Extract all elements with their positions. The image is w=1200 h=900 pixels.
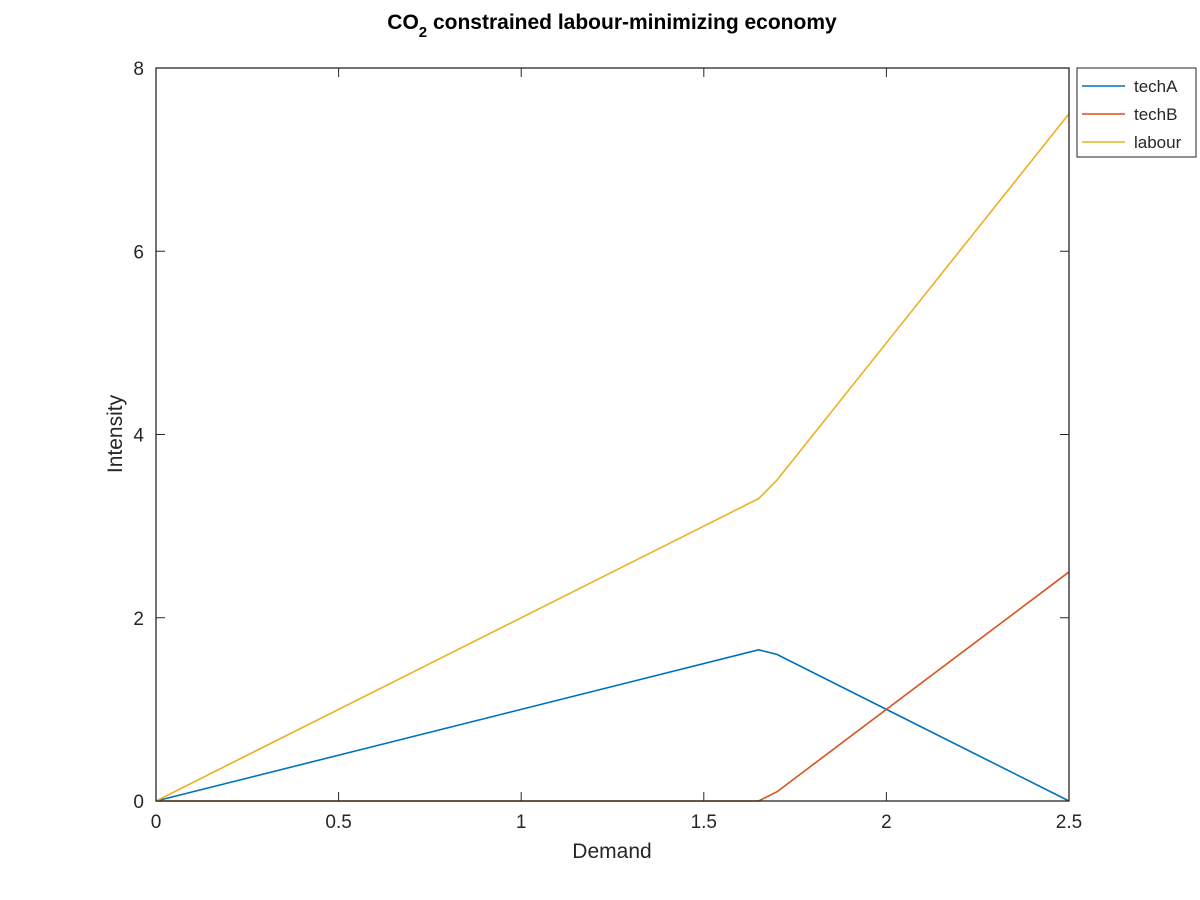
x-tick-label: 2.5 <box>1056 812 1082 833</box>
legend-label-techB: techB <box>1134 105 1177 124</box>
x-axis-ticks: 0 0.5 1 1.5 2 2.5 <box>151 68 1082 833</box>
legend: techA techB labour <box>1076 67 1197 158</box>
y-tick-label: 0 <box>133 792 144 813</box>
x-tick-label: 0 <box>151 812 162 833</box>
title-subscript: 2 <box>419 24 427 41</box>
legend-label-labour: labour <box>1134 133 1182 152</box>
x-axis-label: Demand <box>572 840 651 863</box>
y-axis-ticks: 0 2 4 6 8 <box>133 59 1069 813</box>
y-tick-label: 2 <box>133 609 144 630</box>
y-tick-label: 4 <box>133 426 144 447</box>
x-tick-label: 2 <box>881 812 892 833</box>
chart-title: CO2 constrained labour-minimizing econom… <box>387 11 837 41</box>
series-line-labour <box>155 113 1070 802</box>
x-tick-label: 1 <box>516 812 527 833</box>
series-line-techA <box>155 649 1070 802</box>
title-rest: constrained labour-minimizing economy <box>427 11 837 34</box>
x-tick-label: 0.5 <box>325 812 351 833</box>
y-tick-label: 6 <box>133 242 144 263</box>
title-main: CO <box>387 11 419 34</box>
y-axis-label: Intensity <box>104 394 127 473</box>
legend-label-techA: techA <box>1134 77 1178 96</box>
axes-background <box>156 68 1069 801</box>
legend-box <box>1076 67 1197 158</box>
y-tick-label: 8 <box>133 59 144 80</box>
plot-area <box>156 68 1069 801</box>
x-tick-label: 1.5 <box>691 812 717 833</box>
